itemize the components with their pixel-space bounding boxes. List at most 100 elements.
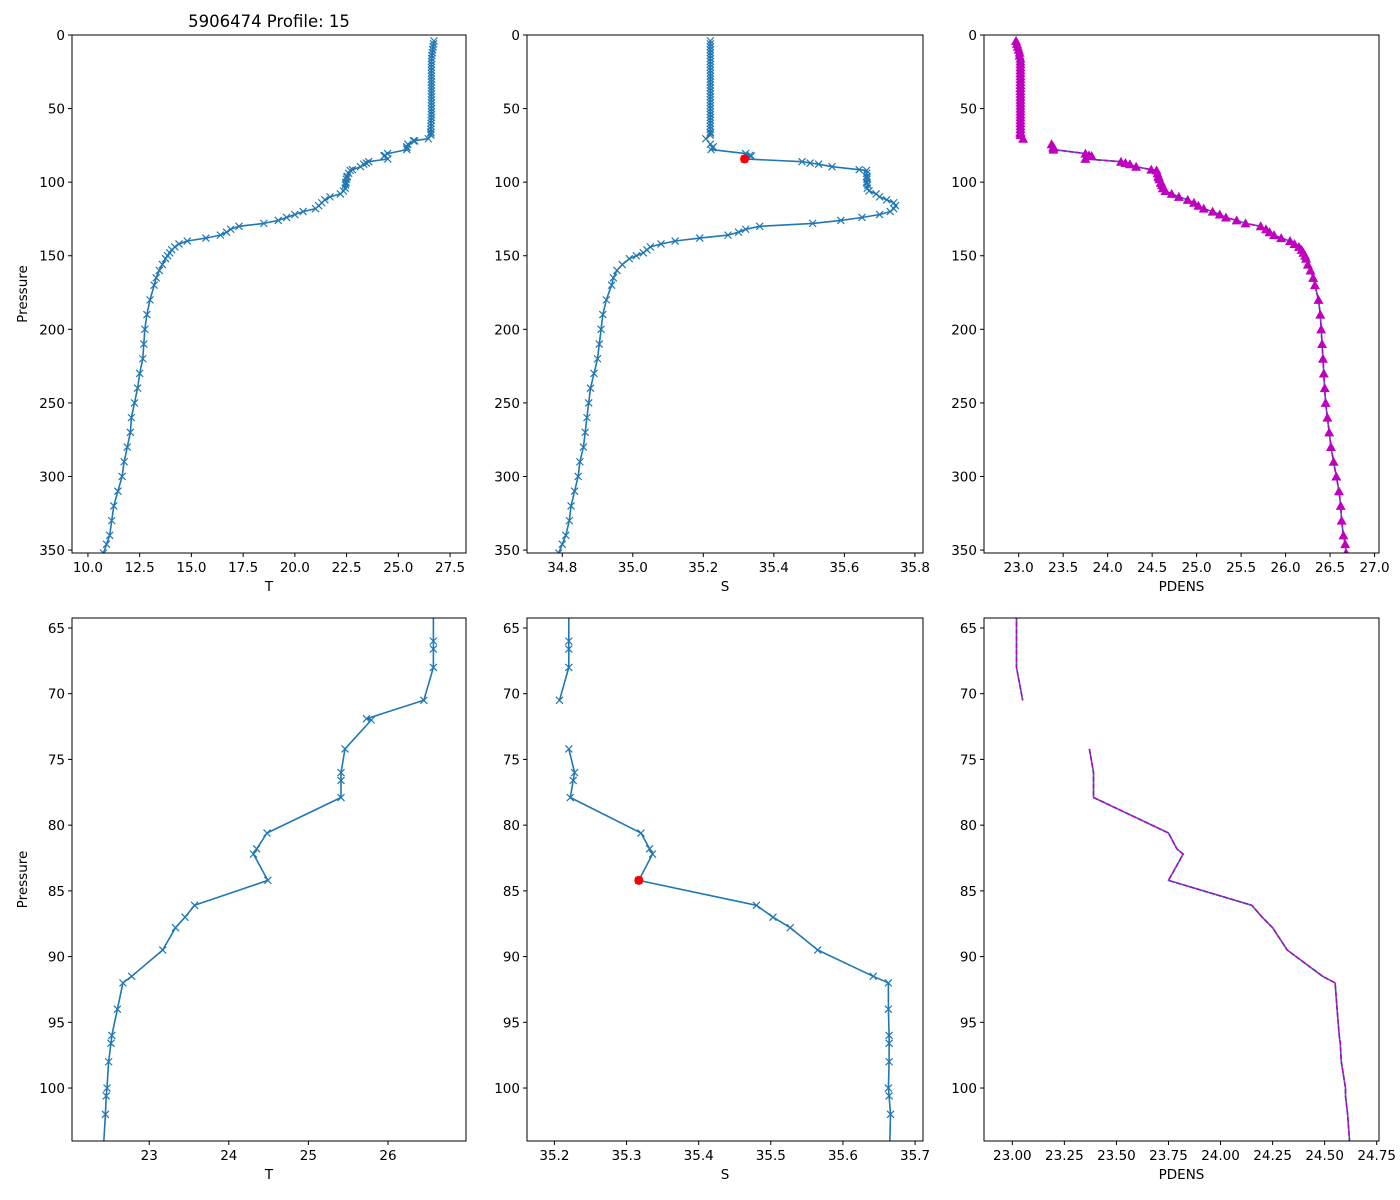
data-point-marker [150,281,159,290]
data-point-marker [648,850,657,858]
data-point-marker [706,69,715,78]
series-line-t [103,618,435,1141]
data-point-marker [1240,218,1251,228]
data-point-marker [402,142,411,151]
data-point-marker [427,86,436,95]
data-point-marker [427,89,436,98]
data-point-marker [598,310,607,319]
data-point-marker [632,251,641,260]
data-point-marker [427,122,435,131]
data-point-marker [1331,471,1342,481]
series-line-pdens [1088,748,1351,1141]
data-point-marker [706,122,715,131]
data-point-marker [625,254,634,263]
y-tick-label: 90 [960,950,977,966]
y-tick-label: 50 [960,102,977,118]
data-point-marker [706,107,715,116]
data-point-marker [216,231,225,240]
data-point-marker [858,213,866,222]
data-point-marker [1220,212,1231,222]
data-point-marker [564,663,573,672]
y-tick-label: 65 [960,621,977,637]
data-point-marker [1080,153,1091,163]
x-tick-label: 20.0 [280,560,310,576]
data-point-marker [364,157,373,166]
y-tick-label: 85 [960,884,977,900]
y-tick-label: 0 [968,28,977,44]
figure-title: 5906474 Profile: 15 [188,12,350,31]
data-point-marker [427,63,436,72]
series-line-s [568,748,892,1141]
x-tick-label: 22.5 [332,560,362,576]
data-point-marker [127,413,136,422]
y-tick-label: 350 [494,543,520,559]
data-point-marker [806,159,815,167]
data-point-marker [107,1031,116,1040]
data-point-marker [1255,221,1266,231]
y-tick-label: 350 [951,543,977,559]
data-point-marker [146,295,154,304]
data-point-marker [564,744,573,753]
x-tick-label: 35.4 [684,1148,714,1164]
axes-s-full: 34.8 35.0 35.2 35.4 35.6 35.8 0 50 100 150 200 250 3… [494,28,930,595]
data-point-marker [362,714,371,723]
plot-area [1011,35,1351,553]
data-point-marker [607,281,616,290]
data-point-marker [574,472,583,481]
data-point-marker [558,540,567,549]
x-axis-label: PDENS [1159,1167,1205,1183]
data-point-marker [706,119,715,128]
x-tick-label: 35.7 [900,1148,930,1164]
data-point-marker [1193,200,1204,210]
data-point-marker [107,516,116,525]
data-point-marker [341,744,349,753]
x-tick-label: 27.5 [435,560,465,576]
data-point-marker [105,531,114,540]
data-point-marker [427,78,436,87]
data-point-marker [565,516,574,525]
data-point-marker [566,793,575,802]
data-point-marker [409,136,418,145]
data-point-marker [706,72,715,81]
data-point-marker [114,487,122,496]
data-point-marker [109,501,118,510]
data-point-marker [427,98,436,107]
y-tick-label: 75 [48,752,65,768]
x-tick-label: 24.75 [1357,1148,1396,1164]
data-point-marker [1317,339,1328,349]
data-point-marker [695,234,704,243]
data-point-marker [1325,442,1336,452]
data-point-marker [337,793,345,802]
data-point-marker [639,248,648,257]
data-point-marker [107,1039,115,1048]
data-point-marker [555,696,564,705]
data-point-marker [337,776,345,785]
y-tick-label: 300 [951,469,977,485]
y-tick-label: 100 [494,175,520,191]
data-point-marker [252,844,261,853]
data-point-marker [645,844,654,853]
data-point-marker [427,119,435,128]
data-point-marker [1318,368,1329,378]
data-point-marker [427,84,436,92]
data-point-marker [341,181,350,190]
y-axis-label: Pressure [15,851,31,909]
x-tick-label: 24 [220,1148,237,1164]
data-point-marker [427,95,436,104]
y-tick-label: 95 [503,1015,520,1031]
data-point-marker [706,101,715,110]
plot-area [555,618,895,1141]
y-tick-label: 90 [503,950,520,966]
data-point-marker [706,95,715,104]
data-point-marker [701,134,710,143]
data-point-marker [337,768,345,777]
data-point-marker [1124,159,1135,169]
data-point-marker [1048,144,1059,154]
data-point-marker [226,225,235,234]
data-point-marker [706,104,715,113]
data-point-marker [597,325,605,334]
data-point-marker [706,78,715,87]
y-tick-label: 0 [511,28,520,44]
y-tick-label: 100 [951,175,977,191]
